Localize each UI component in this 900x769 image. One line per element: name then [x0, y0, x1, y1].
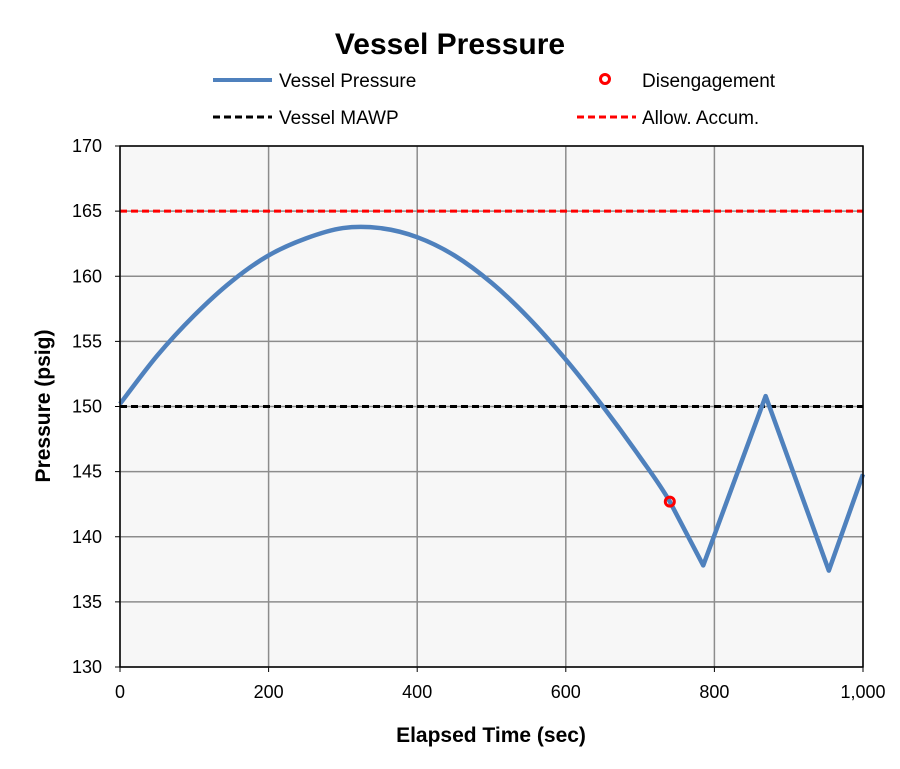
legend: Vessel Pressure Disengagement Vessel MAW…	[213, 71, 776, 129]
x-tick-label: 800	[699, 682, 729, 702]
y-tick-label: 155	[72, 331, 102, 351]
series-layer	[118, 209, 866, 573]
legend-label-disengagement: Disengagement	[642, 71, 776, 92]
x-tick-label: 600	[551, 682, 581, 702]
x-tick-label: 1,000	[840, 682, 885, 702]
legend-label-vessel-pressure: Vessel Pressure	[279, 71, 416, 92]
y-tick-label: 135	[72, 592, 102, 612]
legend-swatch-disengagement	[599, 73, 611, 85]
y-tick-label: 140	[72, 527, 102, 547]
y-tick-label: 170	[72, 136, 102, 156]
y-axis-label: Pressure (psig)	[32, 330, 55, 483]
x-axis-label: Elapsed Time (sec)	[396, 724, 586, 747]
x-tick-label: 0	[115, 682, 125, 702]
y-tick-label: 145	[72, 462, 102, 482]
y-tick-label: 130	[72, 657, 102, 677]
plot-border	[119, 145, 864, 668]
y-tick-label: 165	[72, 201, 102, 221]
legend-label-vessel-mawp: Vessel MAWP	[279, 108, 399, 129]
series-line-vessel-pressure	[118, 224, 866, 573]
x-tick-label: 400	[402, 682, 432, 702]
x-tick-label: 200	[254, 682, 284, 702]
y-tick-label: 150	[72, 397, 102, 417]
tick-labels: 0 200 400 600 800 1,000 130 135 140 145 150 155 160 1…	[72, 136, 886, 702]
legend-label-allow-accum: Allow. Accum.	[642, 108, 759, 129]
y-tick-label: 160	[72, 266, 102, 286]
marker-disengagement	[663, 495, 676, 508]
chart-title: Vessel Pressure	[335, 28, 565, 61]
